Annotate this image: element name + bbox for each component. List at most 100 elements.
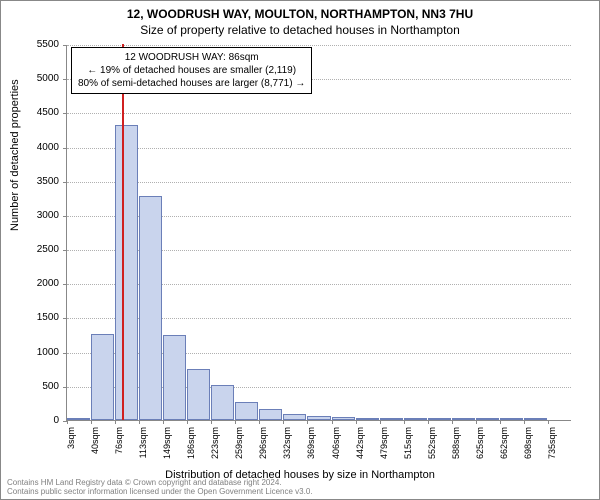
xtick-label: 552sqm — [427, 427, 437, 467]
xtick-mark — [235, 420, 236, 424]
xtick-mark — [428, 420, 429, 424]
histogram-bar — [115, 125, 138, 420]
annotation-box: 12 WOODRUSH WAY: 86sqm← 19% of detached … — [71, 47, 312, 94]
ytick-mark — [63, 182, 67, 183]
xtick-mark — [283, 420, 284, 424]
gridline — [67, 148, 571, 149]
xtick-mark — [500, 420, 501, 424]
ytick-label: 5000 — [9, 73, 59, 84]
xtick-mark — [139, 420, 140, 424]
ytick-label: 0 — [9, 415, 59, 426]
xtick-mark — [307, 420, 308, 424]
annotation-line2: ← 19% of detached houses are smaller (2,… — [78, 64, 305, 77]
ytick-mark — [63, 250, 67, 251]
xtick-mark — [380, 420, 381, 424]
reference-line — [122, 44, 124, 420]
xtick-label: 223sqm — [210, 427, 220, 467]
gridline — [67, 45, 571, 46]
ytick-mark — [63, 284, 67, 285]
xtick-mark — [259, 420, 260, 424]
ytick-mark — [63, 318, 67, 319]
xtick-mark — [91, 420, 92, 424]
histogram-bar — [356, 418, 379, 420]
histogram-bar — [283, 414, 306, 420]
xtick-label: 332sqm — [282, 427, 292, 467]
ytick-label: 1500 — [9, 312, 59, 323]
histogram-bar — [67, 418, 90, 420]
footer-attribution: Contains HM Land Registry data © Crown c… — [7, 479, 313, 497]
xtick-label: 442sqm — [355, 427, 365, 467]
histogram-bar — [187, 369, 210, 420]
histogram-bar — [163, 335, 186, 420]
plot-area — [66, 45, 571, 421]
ytick-label: 2000 — [9, 278, 59, 289]
xtick-label: 735sqm — [547, 427, 557, 467]
xtick-label: 259sqm — [234, 427, 244, 467]
histogram-bar — [307, 416, 330, 420]
xtick-label: 515sqm — [403, 427, 413, 467]
annotation-line3: 80% of semi-detached houses are larger (… — [78, 77, 305, 90]
histogram-bar — [139, 196, 162, 420]
ytick-label: 5500 — [9, 39, 59, 50]
xtick-label: 588sqm — [451, 427, 461, 467]
ytick-mark — [63, 113, 67, 114]
ytick-mark — [63, 148, 67, 149]
histogram-bar — [259, 409, 282, 420]
footer-line2: Contains public sector information licen… — [7, 488, 313, 497]
ytick-label: 2500 — [9, 244, 59, 255]
ytick-mark — [63, 353, 67, 354]
xtick-label: 406sqm — [331, 427, 341, 467]
histogram-bar — [380, 418, 403, 420]
xtick-mark — [524, 420, 525, 424]
xtick-label: 3sqm — [66, 427, 76, 467]
y-axis-label: Number of detached properties — [9, 79, 21, 231]
xtick-label: 296sqm — [258, 427, 268, 467]
gridline — [67, 113, 571, 114]
ytick-label: 3500 — [9, 176, 59, 187]
xtick-mark — [404, 420, 405, 424]
xtick-label: 698sqm — [523, 427, 533, 467]
histogram-bar — [452, 418, 475, 420]
xtick-mark — [452, 420, 453, 424]
chart-title-line2: Size of property relative to detached ho… — [1, 23, 599, 37]
xtick-label: 149sqm — [162, 427, 172, 467]
xtick-label: 369sqm — [306, 427, 316, 467]
histogram-bar — [404, 418, 427, 420]
xtick-label: 76sqm — [114, 427, 124, 467]
ytick-mark — [63, 45, 67, 46]
ytick-mark — [63, 216, 67, 217]
xtick-label: 479sqm — [379, 427, 389, 467]
xtick-mark — [67, 420, 68, 424]
histogram-bar — [476, 418, 499, 420]
histogram-bar — [524, 418, 547, 420]
xtick-label: 662sqm — [499, 427, 509, 467]
histogram-bar — [332, 417, 355, 420]
annotation-line1: 12 WOODRUSH WAY: 86sqm — [78, 51, 305, 64]
ytick-mark — [63, 79, 67, 80]
xtick-mark — [211, 420, 212, 424]
ytick-label: 500 — [9, 381, 59, 392]
ytick-label: 3000 — [9, 210, 59, 221]
histogram-bar — [91, 334, 114, 420]
histogram-bar — [211, 385, 234, 420]
ytick-label: 4000 — [9, 142, 59, 153]
xtick-label: 113sqm — [138, 427, 148, 467]
xtick-label: 625sqm — [475, 427, 485, 467]
gridline — [67, 182, 571, 183]
xtick-mark — [548, 420, 549, 424]
xtick-mark — [332, 420, 333, 424]
chart-title-line1: 12, WOODRUSH WAY, MOULTON, NORTHAMPTON, … — [1, 7, 599, 21]
ytick-mark — [63, 387, 67, 388]
xtick-mark — [476, 420, 477, 424]
ytick-label: 4500 — [9, 107, 59, 118]
xtick-label: 186sqm — [186, 427, 196, 467]
xtick-mark — [163, 420, 164, 424]
xtick-mark — [187, 420, 188, 424]
chart-container: 12, WOODRUSH WAY, MOULTON, NORTHAMPTON, … — [0, 0, 600, 500]
ytick-label: 1000 — [9, 347, 59, 358]
xtick-mark — [356, 420, 357, 424]
histogram-bar — [428, 418, 451, 420]
histogram-bar — [235, 402, 258, 420]
xtick-label: 40sqm — [90, 427, 100, 467]
xtick-mark — [115, 420, 116, 424]
